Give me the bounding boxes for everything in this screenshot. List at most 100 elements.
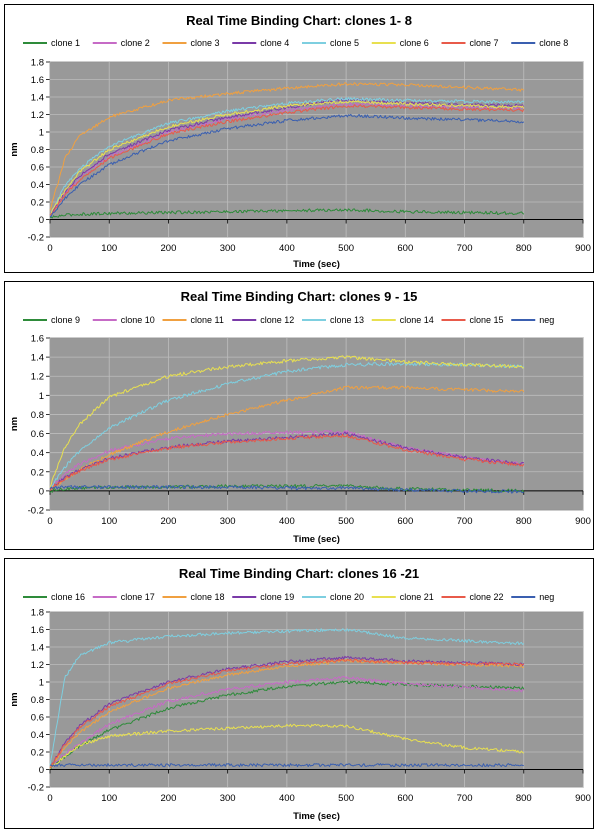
y-tick-label: 0.6 xyxy=(31,713,44,724)
series-line-clone-22 xyxy=(49,658,525,769)
y-tick-label: 0 xyxy=(39,486,44,497)
y-tick-label: 1.4 xyxy=(31,93,44,104)
y-tick-label: 0.6 xyxy=(31,429,44,440)
x-tick-label: 400 xyxy=(279,516,295,527)
x-tick-label: 0 xyxy=(47,793,52,804)
y-tick-label: 0.4 xyxy=(31,730,44,741)
chart-panel-2: Real Time Binding Chart: clones 9 - 15 cl… xyxy=(4,281,594,550)
y-tick-label: 1.2 xyxy=(31,110,44,121)
legend-label: clone 15 xyxy=(470,315,504,325)
x-tick-label: 600 xyxy=(397,516,413,527)
x-axis-label: Time (sec) xyxy=(293,534,340,545)
legend-label: clone 13 xyxy=(330,315,364,325)
series-line-neg xyxy=(49,485,524,494)
legend-label: clone 5 xyxy=(330,38,359,48)
y-tick-label: 1.6 xyxy=(31,625,44,636)
x-tick-label: 900 xyxy=(575,516,591,527)
series-line-clone-2 xyxy=(49,102,524,215)
y-tick-label: 1 xyxy=(39,678,44,689)
y-tick-label: 0 xyxy=(39,765,44,776)
y-tick-label: 0 xyxy=(39,215,44,226)
y-tick-label: 1 xyxy=(39,128,44,139)
y-tick-label: 0.2 xyxy=(31,467,44,478)
series-line-clone-19 xyxy=(49,655,525,769)
y-tick-label: 1.6 xyxy=(31,334,44,345)
y-tick-label: -0.2 xyxy=(28,783,44,794)
x-tick-label: 400 xyxy=(279,243,295,254)
series-line-clone-14 xyxy=(49,355,524,488)
x-tick-label: 700 xyxy=(457,516,473,527)
x-tick-label: 900 xyxy=(575,793,591,804)
x-tick-label: 700 xyxy=(457,243,473,254)
x-tick-label: 800 xyxy=(516,243,532,254)
y-tick-label: 0.4 xyxy=(31,448,44,459)
x-tick-label: 100 xyxy=(101,793,117,804)
x-tick-label: 100 xyxy=(101,516,117,527)
y-tick-label: 1.6 xyxy=(31,75,44,86)
legend-label: clone 17 xyxy=(121,592,155,602)
series-line-neg xyxy=(50,763,524,768)
x-tick-label: 500 xyxy=(338,243,354,254)
series-line-clone-21 xyxy=(49,723,525,769)
chart-panel-3: Real Time Binding Chart: clones 16 -21 cl… xyxy=(4,558,594,829)
legend-label: neg xyxy=(539,315,554,325)
x-tick-label: 800 xyxy=(516,516,532,527)
x-tick-label: 300 xyxy=(220,243,236,254)
series-line-clone-1 xyxy=(49,208,525,219)
x-tick-label: 300 xyxy=(220,516,236,527)
x-tick-label: 200 xyxy=(161,243,177,254)
binding-chart-3: Real Time Binding Chart: clones 16 -21 cl… xyxy=(9,566,591,822)
y-tick-label: 1 xyxy=(39,391,44,402)
x-tick-label: 600 xyxy=(397,793,413,804)
y-tick-label: 1.4 xyxy=(31,353,44,364)
legend-label: clone 19 xyxy=(260,592,294,602)
legend-label: clone 1 xyxy=(51,38,80,48)
legend-label: clone 22 xyxy=(470,592,504,602)
series-line-clone-5 xyxy=(49,97,525,215)
y-tick-label: 0.8 xyxy=(31,695,44,706)
x-tick-label: 300 xyxy=(220,793,236,804)
legend-label: clone 18 xyxy=(191,592,225,602)
y-tick-label: 0.2 xyxy=(31,198,44,209)
y-tick-label: 1.2 xyxy=(31,372,44,383)
y-tick-label: -0.2 xyxy=(28,233,44,244)
legend-label: clone 8 xyxy=(539,38,568,48)
series-line-clone-7 xyxy=(49,104,525,216)
legend-label: clone 16 xyxy=(51,592,85,602)
x-tick-label: 400 xyxy=(279,793,295,804)
series-line-clone-10 xyxy=(49,429,524,491)
x-tick-label: 0 xyxy=(47,516,52,527)
legend-label: clone 11 xyxy=(191,315,224,325)
series-line-clone-20 xyxy=(49,628,525,766)
x-tick-label: 0 xyxy=(47,243,52,254)
y-tick-label: 0.6 xyxy=(31,163,44,174)
x-tick-label: 200 xyxy=(161,516,177,527)
y-tick-label: 1.2 xyxy=(31,660,44,671)
y-tick-label: 0.2 xyxy=(31,748,44,759)
legend-label: clone 10 xyxy=(121,315,155,325)
y-tick-label: -0.2 xyxy=(28,506,44,517)
x-tick-label: 700 xyxy=(457,793,473,804)
legend-label: clone 2 xyxy=(121,38,150,48)
legend-label: neg xyxy=(539,592,554,602)
x-axis-label: Time (sec) xyxy=(293,811,340,822)
y-tick-label: 1.8 xyxy=(31,608,44,619)
x-axis-label: Time (sec) xyxy=(293,259,340,270)
legend-label: clone 20 xyxy=(330,592,364,602)
y-tick-label: 0.8 xyxy=(31,145,44,156)
y-axis-label: nm xyxy=(9,417,20,431)
x-tick-label: 500 xyxy=(338,793,354,804)
chart-panel-1: Real Time Binding Chart: clones 1- 8 clon… xyxy=(4,4,594,273)
legend-label: clone 6 xyxy=(400,38,429,48)
y-tick-label: 0.4 xyxy=(31,180,44,191)
x-tick-label: 500 xyxy=(338,516,354,527)
binding-chart-2: Real Time Binding Chart: clones 9 - 15 cl… xyxy=(9,289,591,545)
chart-title: Real Time Binding Chart: clones 1- 8 xyxy=(186,13,412,28)
legend-label: clone 14 xyxy=(400,315,434,325)
y-axis-label: nm xyxy=(9,692,20,706)
series-line-clone-9 xyxy=(49,484,525,493)
series-line-clone-11 xyxy=(49,385,525,491)
x-tick-label: 800 xyxy=(516,793,532,804)
x-tick-label: 100 xyxy=(101,243,117,254)
legend-label: clone 12 xyxy=(260,315,294,325)
